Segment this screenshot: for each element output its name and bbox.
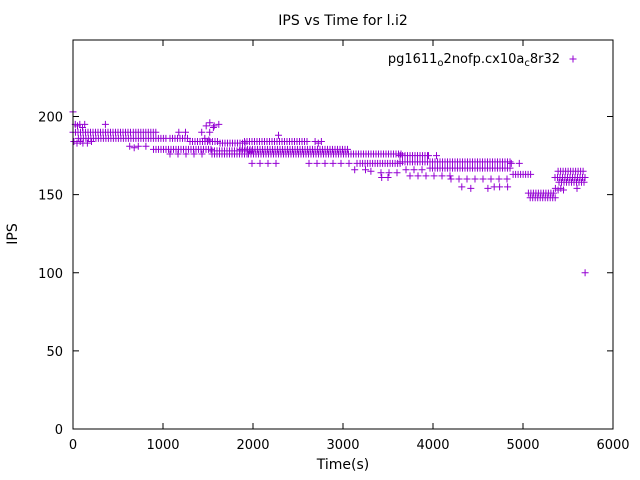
legend-label-part: 2nofp.cx10a xyxy=(444,52,525,67)
y-tick-label: 200 xyxy=(38,111,63,126)
y-axis-label: IPS xyxy=(5,223,21,245)
y-tick-label: 100 xyxy=(38,267,63,282)
x-tick-label: 0 xyxy=(69,438,77,453)
x-tick-label: 4000 xyxy=(416,438,449,453)
x-tick-label: 5000 xyxy=(506,438,539,453)
x-tick-label: 1000 xyxy=(146,438,179,453)
y-tick-label: 150 xyxy=(38,189,63,204)
axis-tick-marks xyxy=(72,40,614,430)
chart-title: IPS vs Time for l.i2 xyxy=(278,13,408,29)
data-series-markers xyxy=(69,108,589,277)
legend-label-subscript: c xyxy=(524,58,530,69)
plot-border xyxy=(72,39,614,430)
legend-label-part: 8r32 xyxy=(530,52,560,67)
x-tick-label: 6000 xyxy=(596,438,629,453)
legend-label: pg1611o2nofp.cx10ac8r32 xyxy=(388,52,560,69)
x-axis-label: Time(s) xyxy=(316,457,369,473)
x-tick-label: 2000 xyxy=(236,438,269,453)
y-tick-label: 0 xyxy=(55,423,63,438)
y-tick-label: 50 xyxy=(46,345,63,360)
legend-label-subscript: o xyxy=(437,58,443,69)
legend-label-part: pg1611 xyxy=(388,52,438,67)
x-tick-label: 3000 xyxy=(326,438,359,453)
legend-marker-plus-icon xyxy=(569,55,577,63)
